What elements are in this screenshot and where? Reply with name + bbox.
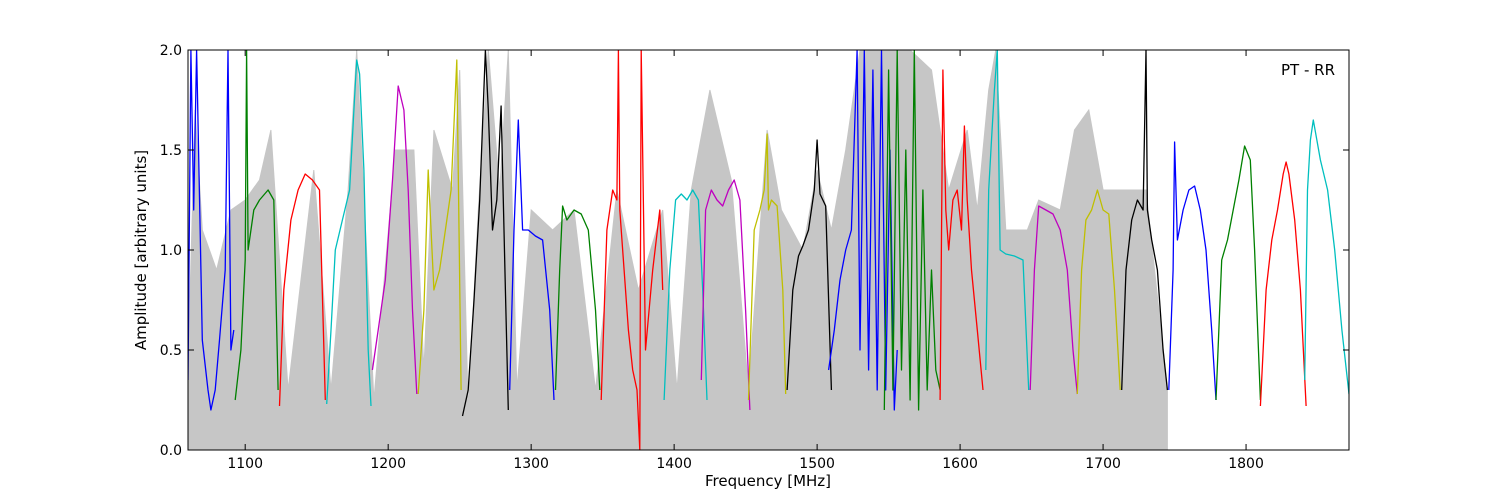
- x-axis-label: Frequency [MHz]: [705, 472, 831, 490]
- x-tick-label: 1400: [656, 456, 692, 472]
- x-tick-label: 1600: [942, 456, 978, 472]
- series-line-6: [417, 59, 462, 395]
- chart-annotation: PT - RR: [1281, 61, 1335, 79]
- series-line-19: [1029, 205, 1078, 395]
- series-line-1: [188, 50, 235, 411]
- x-tick-label: 1300: [513, 456, 549, 472]
- series-line-12: [700, 179, 751, 411]
- series-line-22: [1168, 141, 1217, 401]
- series-line-9: [554, 205, 601, 391]
- series-line-14: [786, 139, 833, 391]
- series-line-11: [663, 189, 708, 401]
- series-line-24: [1259, 161, 1307, 407]
- x-tick-label: 1100: [227, 456, 263, 472]
- y-tick-label: 0.5: [160, 343, 182, 359]
- x-tick-label: 1800: [1228, 456, 1264, 472]
- series-line-17: [939, 69, 984, 401]
- series-line-25: [1304, 119, 1349, 395]
- y-tick-label: 1.0: [160, 243, 182, 259]
- series-line-10: [600, 50, 664, 450]
- series-line-8: [509, 119, 555, 401]
- series-line-13: [747, 133, 787, 401]
- series-line-4: [326, 59, 372, 407]
- background-trace-layer: [188, 50, 1168, 450]
- series-line-15: [827, 50, 898, 411]
- x-tick-label: 1700: [1085, 456, 1121, 472]
- y-axis-label: Amplitude [arbitrary units]: [132, 150, 150, 350]
- background-trace: [188, 50, 1168, 450]
- x-axis: 1100 1200 1300 1400 1500 1600 1700 1800: [227, 50, 1264, 472]
- y-tick-label: 0.0: [160, 443, 182, 459]
- x-tick-label: 1500: [799, 456, 835, 472]
- y-tick-label: 2.0: [160, 43, 182, 59]
- series-line-3: [278, 173, 326, 407]
- series-line-21: [1121, 50, 1169, 391]
- series-line-5: [371, 85, 418, 395]
- series-line-7: [461, 50, 509, 417]
- series-line-23: [1215, 145, 1262, 401]
- y-axis: 0.0 0.5 1.0 1.5 2.0: [160, 43, 1349, 459]
- series-line-16: [883, 50, 941, 411]
- series-layer: [188, 50, 1349, 450]
- x-tick-label: 1200: [370, 456, 406, 472]
- series-line-2: [234, 50, 279, 401]
- series-line-20: [1076, 189, 1121, 395]
- y-tick-label: 1.5: [160, 143, 182, 159]
- series-line-18: [985, 50, 1030, 391]
